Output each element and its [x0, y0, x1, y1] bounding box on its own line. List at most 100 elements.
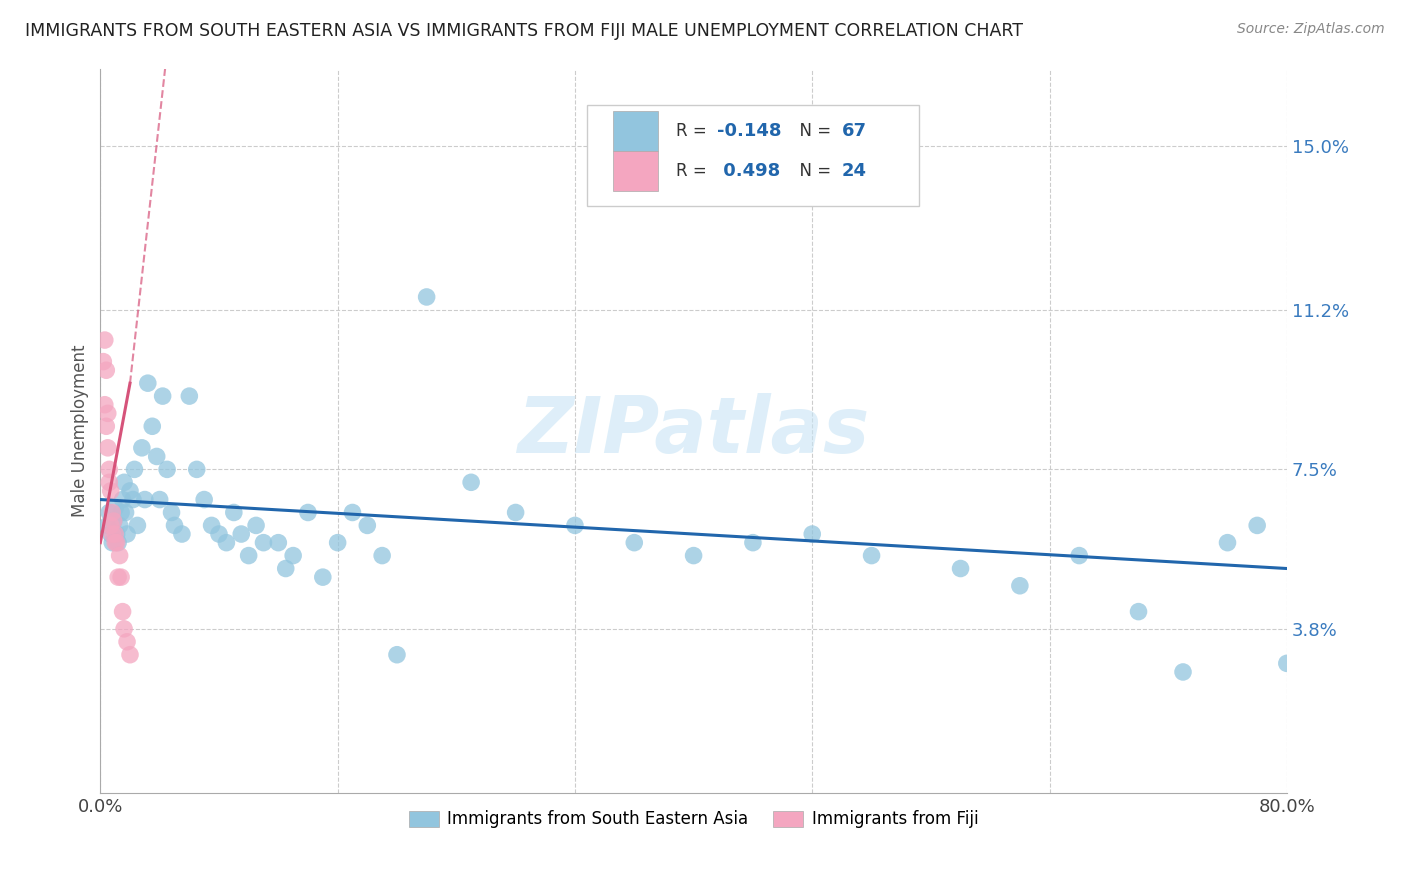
- Point: [231, 527, 253, 541]
- Point: [1246, 518, 1268, 533]
- Point: [107, 570, 129, 584]
- Point: [186, 462, 208, 476]
- FancyBboxPatch shape: [613, 111, 658, 151]
- Point: [110, 570, 132, 584]
- Point: [1128, 605, 1150, 619]
- Point: [111, 492, 134, 507]
- Text: Source: ZipAtlas.com: Source: ZipAtlas.com: [1237, 22, 1385, 37]
- Point: [170, 527, 193, 541]
- Point: [105, 535, 128, 549]
- Text: R =: R =: [676, 122, 711, 140]
- Point: [103, 514, 125, 528]
- FancyBboxPatch shape: [586, 104, 920, 206]
- Point: [156, 462, 179, 476]
- Point: [136, 376, 159, 391]
- Point: [94, 333, 117, 347]
- Point: [152, 389, 174, 403]
- Point: [160, 506, 183, 520]
- Point: [505, 506, 527, 520]
- Point: [267, 535, 290, 549]
- Point: [98, 475, 121, 490]
- Point: [342, 506, 364, 520]
- Point: [145, 450, 167, 464]
- Point: [312, 570, 335, 584]
- Text: 24: 24: [842, 162, 868, 180]
- Legend: Immigrants from South Eastern Asia, Immigrants from Fiji: Immigrants from South Eastern Asia, Immi…: [402, 804, 986, 835]
- Point: [283, 549, 305, 563]
- Point: [801, 527, 824, 541]
- Point: [105, 527, 128, 541]
- Point: [114, 506, 136, 520]
- Point: [91, 354, 114, 368]
- Point: [215, 535, 238, 549]
- Point: [356, 518, 378, 533]
- Point: [112, 622, 135, 636]
- Text: 67: 67: [842, 122, 868, 140]
- Point: [134, 492, 156, 507]
- Text: -0.148: -0.148: [717, 122, 782, 140]
- Point: [208, 527, 231, 541]
- FancyBboxPatch shape: [613, 151, 658, 191]
- Point: [860, 549, 883, 563]
- Y-axis label: Male Unemployment: Male Unemployment: [72, 344, 89, 516]
- Text: 0.498: 0.498: [717, 162, 780, 180]
- Point: [1216, 535, 1239, 549]
- Point: [98, 462, 121, 476]
- Point: [297, 506, 319, 520]
- Point: [108, 549, 131, 563]
- Text: ZIPatlas: ZIPatlas: [517, 392, 870, 468]
- Point: [1275, 657, 1298, 671]
- Point: [179, 389, 201, 403]
- Point: [115, 634, 138, 648]
- Point: [564, 518, 586, 533]
- Point: [1069, 549, 1091, 563]
- Point: [100, 483, 122, 498]
- Point: [245, 518, 267, 533]
- Point: [623, 535, 645, 549]
- Point: [97, 518, 120, 533]
- Point: [94, 398, 117, 412]
- Point: [274, 561, 297, 575]
- Point: [682, 549, 704, 563]
- Point: [104, 535, 127, 549]
- Point: [326, 535, 349, 549]
- Point: [96, 419, 118, 434]
- Text: N =: N =: [789, 122, 837, 140]
- Point: [118, 483, 141, 498]
- Point: [101, 527, 124, 541]
- Point: [149, 492, 172, 507]
- Point: [101, 535, 124, 549]
- Text: N =: N =: [789, 162, 837, 180]
- Point: [949, 561, 972, 575]
- Point: [1171, 665, 1194, 679]
- Point: [115, 527, 138, 541]
- Point: [415, 290, 437, 304]
- Point: [141, 419, 163, 434]
- Point: [163, 518, 186, 533]
- Point: [107, 535, 129, 549]
- Point: [238, 549, 260, 563]
- Point: [103, 514, 125, 528]
- Point: [100, 518, 122, 533]
- Point: [112, 475, 135, 490]
- Point: [97, 441, 120, 455]
- Point: [104, 527, 127, 541]
- Point: [97, 406, 120, 420]
- Point: [127, 518, 149, 533]
- Point: [742, 535, 765, 549]
- Point: [124, 462, 146, 476]
- Point: [371, 549, 394, 563]
- Point: [108, 518, 131, 533]
- Point: [1008, 579, 1031, 593]
- Point: [200, 518, 222, 533]
- Point: [96, 363, 118, 377]
- Point: [110, 506, 132, 520]
- Point: [118, 648, 141, 662]
- Point: [122, 492, 145, 507]
- Point: [460, 475, 482, 490]
- Point: [385, 648, 408, 662]
- Point: [193, 492, 215, 507]
- Point: [101, 506, 124, 520]
- Point: [100, 527, 122, 541]
- Point: [222, 506, 245, 520]
